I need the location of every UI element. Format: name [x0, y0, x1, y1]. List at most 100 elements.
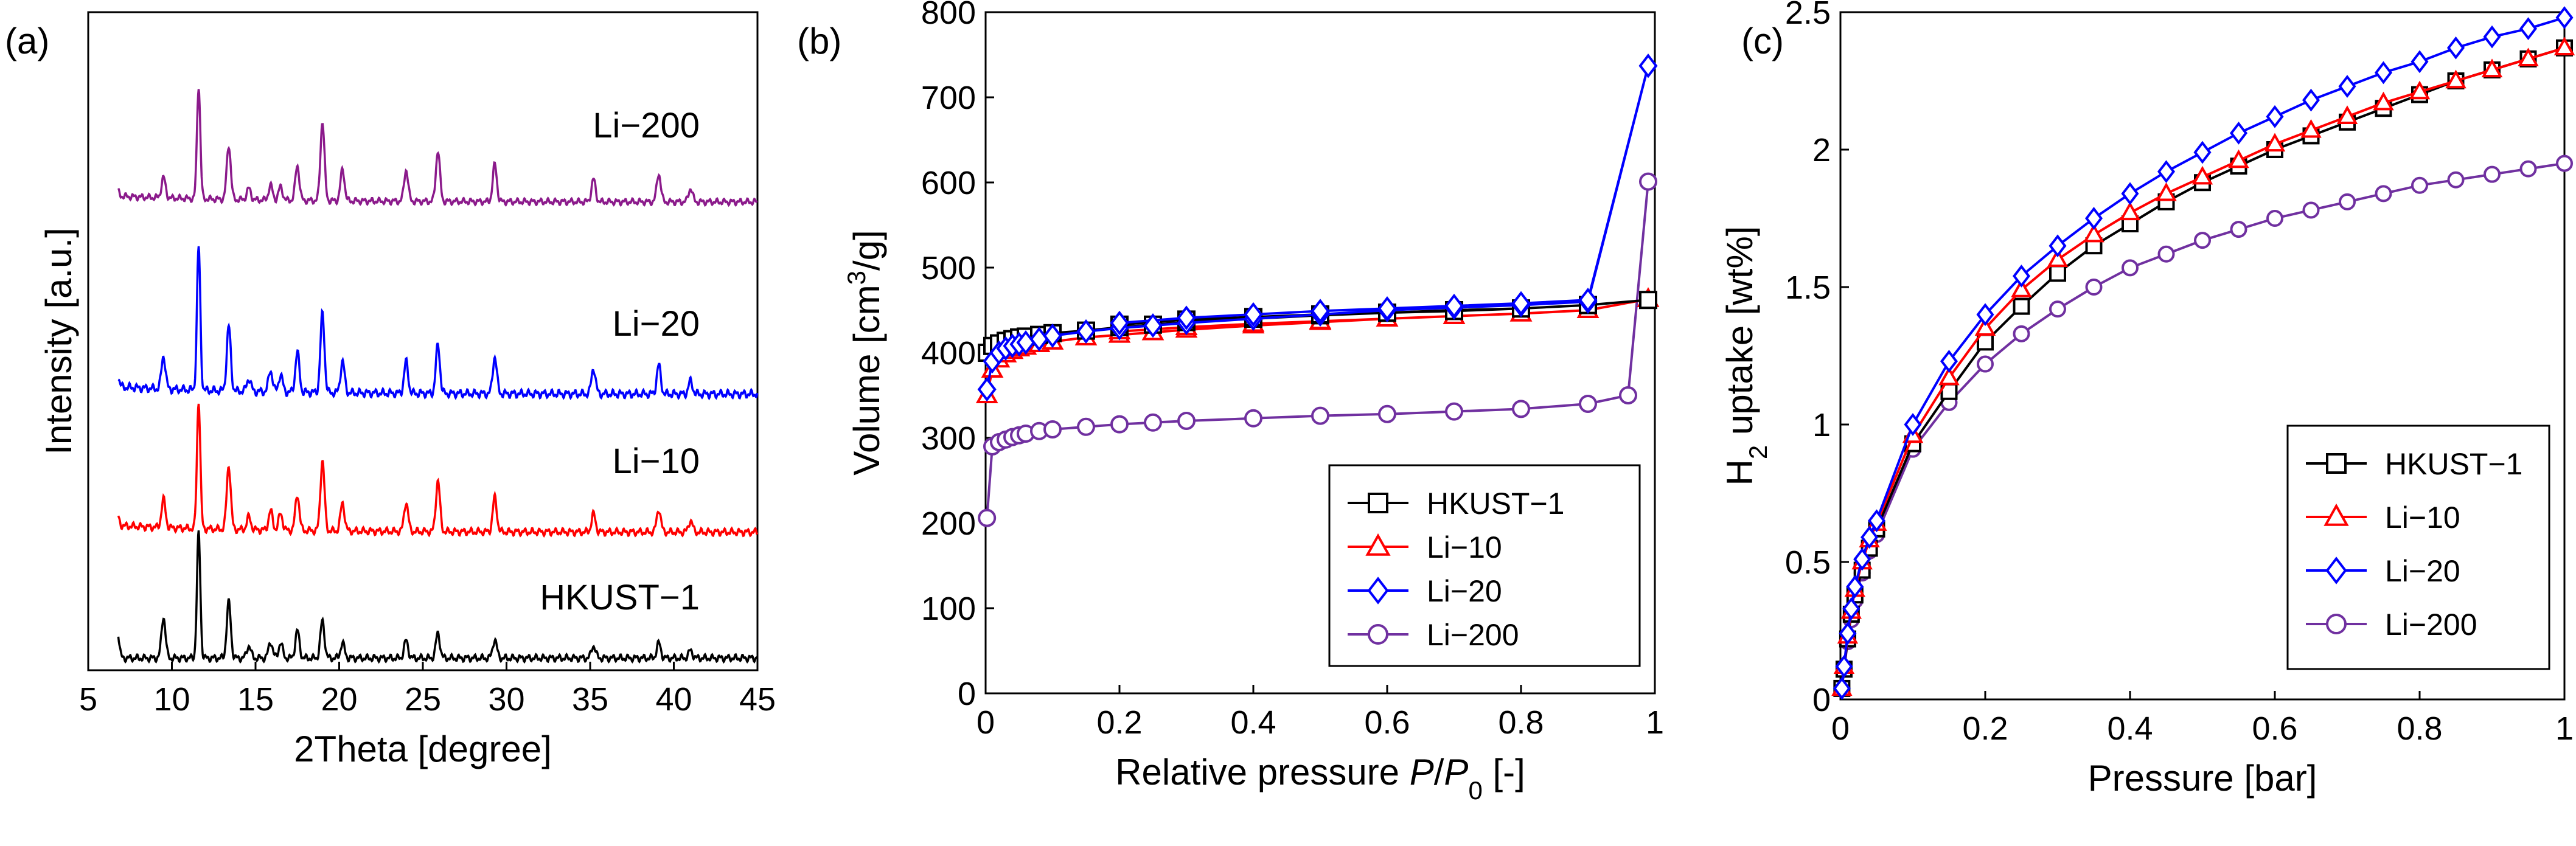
isotherm-x-axis-title-part-2: /: [1434, 752, 1444, 792]
uptake-point-li-20: [2302, 88, 2320, 112]
isotherm-x-tick-label: 0.2: [1096, 704, 1142, 741]
uptake-point-li-200: [2230, 221, 2247, 238]
isotherm-point-li-20: [1076, 319, 1096, 344]
uptake-point-li-20: [1846, 575, 1864, 598]
isotherm-point-li-200: [1077, 417, 1095, 436]
uptake-point-li-20: [2338, 75, 2356, 98]
uptake-point-li-200: [2049, 300, 2066, 318]
isotherm-point-li-200: [1244, 409, 1262, 428]
uptake-plot-frame: [1839, 11, 2566, 701]
isotherm-x-axis-title-part-4: 0: [1468, 776, 1482, 805]
isotherm-point-li-200: [1043, 420, 1062, 439]
isotherm-point-li-20: [1377, 296, 1397, 321]
isotherm-x-axis-title-part-5: [-]: [1483, 752, 1525, 792]
isotherm-y-tick-label: 500: [921, 250, 976, 286]
isotherm-point-li-20: [1177, 305, 1196, 330]
isotherm-legend-marker-li-200: [1368, 624, 1388, 645]
isotherm-point-li-200: [1311, 406, 1329, 425]
uptake-point-li-20: [1835, 654, 1853, 678]
isotherm-point-li-20: [1311, 299, 1330, 324]
uptake-y-tick-label: 1.5: [1785, 269, 1831, 306]
uptake-point-li-10: [2119, 201, 2141, 221]
uptake-point-li-10: [2409, 80, 2431, 100]
isotherm-point-li-20: [1444, 293, 1464, 319]
uptake-point-li-10: [2083, 223, 2104, 243]
uptake-y-tick-label: 1: [1812, 407, 1831, 443]
xrd-x-tick-label: 10: [153, 681, 190, 718]
uptake-point-li-20: [2555, 6, 2574, 29]
isotherm-point-li-20: [1511, 291, 1531, 316]
isotherm-y-axis-title: Volume [cm3/g]: [842, 230, 888, 476]
xrd-x-tick-label: 25: [405, 681, 441, 718]
isotherm-point-li-20: [1578, 288, 1598, 313]
isotherm-legend-label-li-10: Li−10: [1427, 530, 1502, 564]
uptake-point-li-20: [2446, 36, 2465, 60]
isotherm-x-axis-title-part-1: P: [1410, 752, 1434, 792]
xrd-series-label-hkust-1: HKUST−1: [540, 578, 700, 617]
isotherm-legend-label-hkust-1: HKUST−1: [1427, 487, 1564, 521]
uptake-point-li-200: [2013, 325, 2030, 342]
isotherm-x-tick-label: 0.8: [1498, 704, 1544, 741]
uptake-point-hkust-1: [2049, 265, 2066, 282]
uptake-legend-marker-li-10: [2324, 503, 2349, 526]
uptake-legend-marker-li-20: [2325, 556, 2347, 584]
isotherm-y-tick-label: 0: [958, 676, 976, 712]
isotherm-x-axis-title-part-3: P: [1444, 752, 1468, 792]
uptake-point-li-10: [2047, 248, 2069, 267]
uptake-point-li-20: [2193, 140, 2212, 164]
uptake-point-li-10: [2300, 119, 2322, 138]
uptake-point-li-20: [1904, 413, 1922, 436]
isotherm-legend-label-li-20: Li−20: [1427, 574, 1502, 608]
uptake-point-li-200: [2484, 165, 2501, 183]
isotherm-point-li-20: [1110, 310, 1129, 336]
uptake-point-li-20: [2121, 182, 2139, 206]
uptake-x-tick-label: 0.8: [2397, 710, 2442, 747]
uptake-point-li-200: [2519, 160, 2537, 178]
uptake-legend-label-hkust-1: HKUST−1: [2385, 447, 2522, 481]
isotherm-y-axis-title-part-0: Volume [cm: [846, 285, 887, 475]
isotherm-point-li-200: [1378, 404, 1396, 423]
uptake-point-li-200: [2556, 154, 2573, 172]
uptake-point-li-200: [2194, 232, 2211, 249]
xrd-pattern-li-200: [117, 89, 758, 207]
uptake-y-tick-label: 0: [1812, 682, 1831, 718]
uptake-point-li-10: [2011, 279, 2032, 297]
uptake-point-li-20: [1839, 622, 1857, 645]
uptake-legend-label-li-10: Li−10: [2385, 501, 2460, 535]
panel-a-xrd: (a) 5 10 15 20 25 30 35 40 45 2Theta [degree] Inten…: [5, 11, 776, 769]
uptake-legend-marker-li-200: [2326, 614, 2347, 634]
isotherm-x-tick-label: 0.6: [1364, 704, 1410, 741]
uptake-point-li-10: [1974, 317, 1996, 336]
isotherm-y-tick-label: 700: [921, 80, 976, 116]
uptake-legend-label-li-20: Li−20: [2385, 554, 2460, 588]
uptake-y-axis-title-part-0: H: [1719, 459, 1760, 485]
uptake-point-li-20: [2084, 207, 2103, 230]
uptake-point-li-20: [2157, 160, 2176, 184]
xrd-y-axis-title: Intensity [a.u.]: [38, 227, 79, 455]
xrd-x-tick-label: 35: [572, 681, 608, 718]
xrd-x-tick-label: 45: [739, 681, 776, 718]
uptake-point-li-20: [2411, 50, 2429, 74]
isotherm-legend-marker-li-10: [1365, 533, 1391, 556]
isotherm-point-li-200: [1177, 412, 1196, 430]
isotherm-point-hkust-1: [1639, 291, 1657, 310]
isotherm-legend-marker-li-20: [1367, 577, 1389, 605]
uptake-x-tick-label: 1: [2555, 710, 2574, 747]
uptake-x-tick-label: 0.2: [1962, 710, 2008, 747]
uptake-point-li-200: [2266, 210, 2283, 227]
isotherm-point-li-200: [978, 508, 997, 527]
isotherm-y-tick-label: 400: [921, 335, 976, 372]
isotherm-point-li-20: [1244, 302, 1263, 327]
uptake-point-li-200: [2411, 176, 2428, 194]
isotherm-point-li-200: [1639, 172, 1657, 191]
panel-label-b: (b): [797, 21, 841, 61]
xrd-x-tick-label: 5: [79, 681, 97, 718]
uptake-y-tick-label: 0.5: [1785, 544, 1831, 581]
isotherm-y-tick-label: 600: [921, 165, 976, 201]
isotherm-x-axis-title-part-0: Relative pressure: [1115, 752, 1410, 792]
uptake-point-li-10: [2191, 165, 2213, 185]
uptake-point-li-20: [2266, 105, 2284, 128]
panel-c-h2-uptake: (c) 0 0.2 0.4 0.6 0.8 1 0 0.5 1 1.5 2 2.5 Pressure [b…: [1719, 0, 2575, 799]
isotherm-point-li-20: [1143, 313, 1163, 338]
uptake-x-tick-label: 0.4: [2107, 710, 2153, 747]
